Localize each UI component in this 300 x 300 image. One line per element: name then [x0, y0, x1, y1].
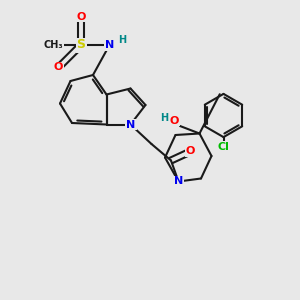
Text: H: H	[160, 112, 168, 123]
Text: O: O	[54, 62, 63, 73]
Text: H: H	[118, 34, 126, 45]
Text: O: O	[76, 11, 86, 22]
Text: O: O	[169, 116, 179, 126]
Text: S: S	[76, 38, 85, 52]
Text: O: O	[186, 146, 195, 157]
Text: N: N	[105, 40, 114, 50]
Text: N: N	[126, 119, 135, 130]
Text: N: N	[174, 176, 183, 187]
Text: N: N	[127, 119, 136, 130]
Text: Cl: Cl	[218, 142, 230, 152]
Text: CH₃: CH₃	[43, 40, 63, 50]
